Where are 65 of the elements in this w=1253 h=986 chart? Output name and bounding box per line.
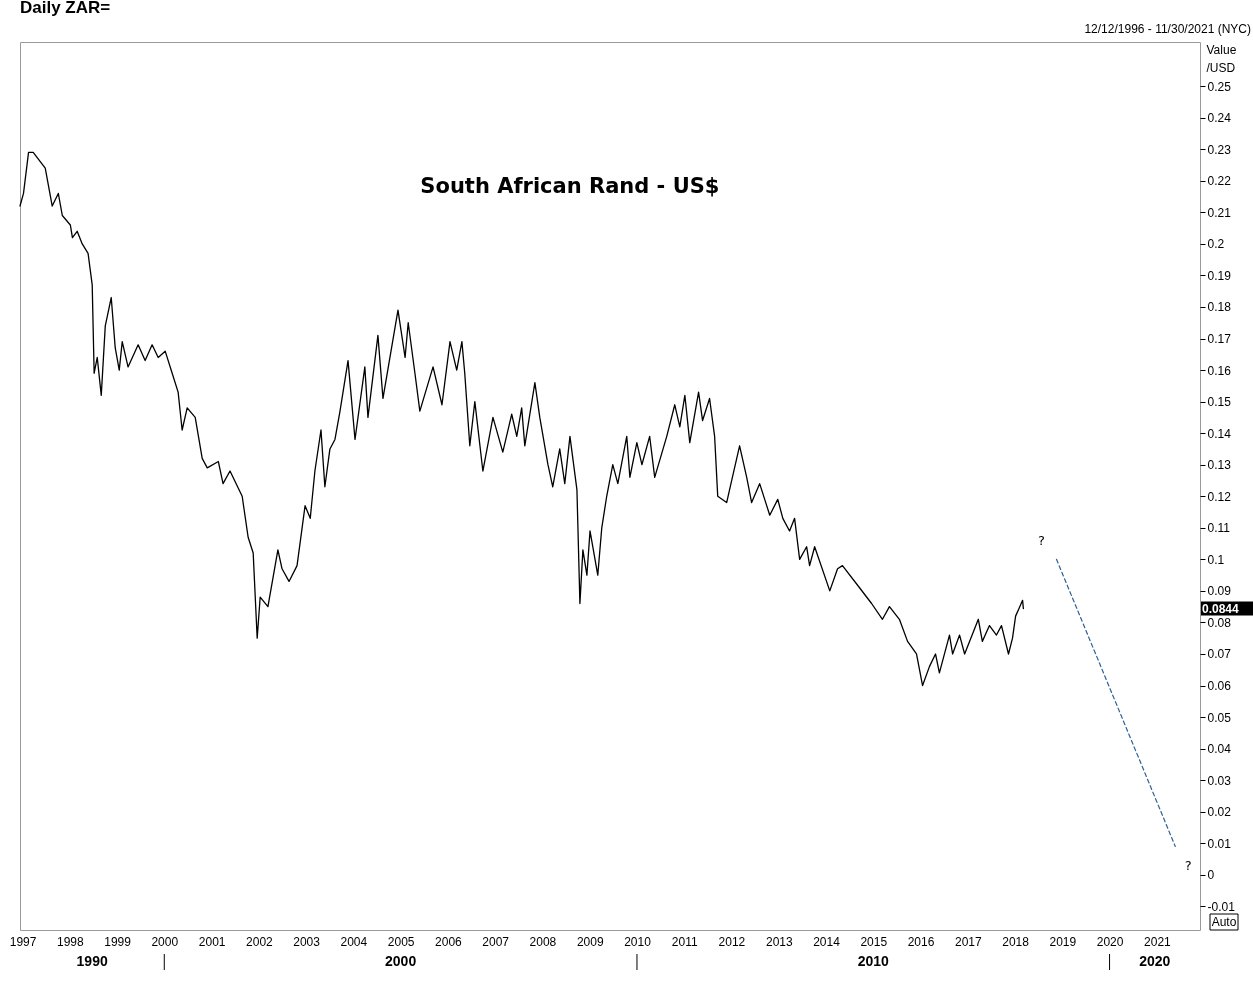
x-tick-label: 2010	[624, 934, 652, 949]
y-tick-label: 0.22	[1207, 174, 1232, 189]
y-tick-label: 0.13	[1207, 458, 1232, 473]
annotation: ?	[1038, 533, 1045, 549]
y-tick-label: 0.06	[1207, 679, 1232, 694]
y-tick-label: 0.21	[1207, 205, 1232, 220]
x-tick-label: 2013	[765, 934, 793, 949]
x-tick-label: 2001	[198, 934, 226, 949]
y-tick-label: 0.03	[1207, 773, 1232, 788]
x-tick-label: 2021	[1144, 934, 1172, 949]
y-tick-label: 0.23	[1207, 142, 1232, 157]
y-tick-label: 0.14	[1207, 426, 1232, 441]
y-tick-label: 0.07	[1207, 647, 1232, 662]
line-series	[19, 151, 1025, 687]
text: 2020	[1139, 953, 1171, 969]
x-tick-label: 2002	[246, 934, 274, 949]
y-tick-label: 0.18	[1207, 300, 1232, 315]
chart-title: Daily ZAR=	[20, 0, 111, 17]
x-tick-label: 2007	[482, 934, 510, 949]
x-tick-label: 2004	[340, 934, 368, 949]
x-tick-label: 2017	[955, 934, 983, 949]
y-tick-label: 0.17	[1207, 332, 1232, 347]
y-tick-label: 0.02	[1207, 805, 1232, 820]
x-tick-label: 2011	[671, 934, 698, 949]
x-tick-label: 2005	[387, 934, 415, 949]
y-tick-label: 0.1	[1207, 552, 1225, 567]
text: Auto	[1211, 915, 1237, 929]
y-tick-label: 0.2	[1207, 237, 1225, 252]
text: 2000	[385, 953, 417, 969]
x-tick-label: 2003	[293, 934, 321, 949]
x-tick-label: 1999	[104, 934, 132, 949]
y-tick-label: 0.16	[1207, 363, 1232, 378]
x-tick-label: 2014	[813, 934, 841, 949]
x-tick-label: 2000	[151, 934, 179, 949]
y-tick-label: 0.15	[1207, 395, 1232, 410]
y-tick-label: 0.08	[1207, 615, 1232, 630]
y-tick-label: 0.11	[1207, 521, 1231, 536]
y-tick-label: 0.05	[1207, 710, 1232, 725]
x-tick-label: 2016	[907, 934, 935, 949]
text: 1990	[76, 953, 108, 969]
x-tick-label: 2009	[576, 934, 604, 949]
x-tick-label: 2006	[435, 934, 463, 949]
x-tick-label: 1998	[56, 934, 84, 949]
x-tick-label: 2020	[1096, 934, 1124, 949]
y-tick-label: 0.09	[1207, 584, 1232, 599]
y-tick-label: 0.04	[1207, 742, 1232, 757]
x-tick-label: 2012	[718, 934, 746, 949]
y-tick-label: 0.24	[1207, 111, 1232, 126]
y-tick-label: 0	[1207, 868, 1215, 883]
y-axis-title: Value /USD	[1206, 42, 1237, 75]
x-tick-label: 2008	[529, 934, 557, 949]
y-tick-label: 0.25	[1207, 79, 1232, 94]
x-tick-label: 2015	[860, 934, 888, 949]
x-tick-label: 2019	[1049, 934, 1077, 949]
annotation: ?	[1184, 858, 1192, 874]
text: 2010	[857, 953, 890, 969]
text: 12/12/1996 - 11/30/2021 (NYC)	[1084, 22, 1251, 36]
y-tick-label: 0.01	[1207, 836, 1232, 851]
y-tick-label: 0.19	[1207, 268, 1232, 283]
x-tick-label: 1997	[9, 934, 37, 949]
text: South African Rand - US$	[420, 174, 720, 198]
text: 0.0844	[1202, 601, 1240, 616]
y-tick-label: -0.01	[1207, 899, 1236, 914]
x-tick-label: 2018	[1002, 934, 1030, 949]
y-tick-label: 0.12	[1207, 489, 1232, 504]
